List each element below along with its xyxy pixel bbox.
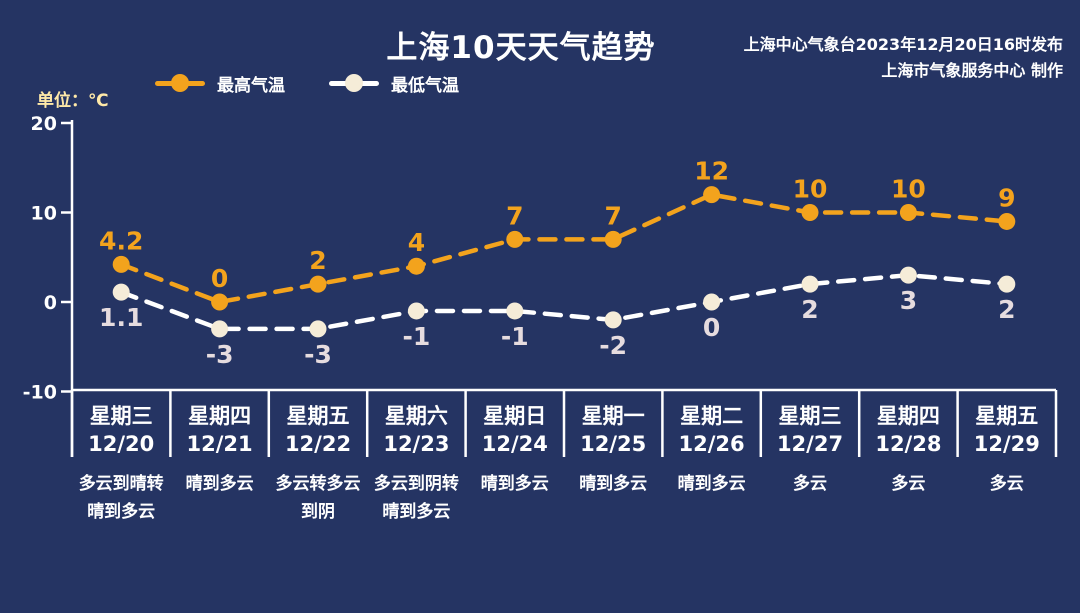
- temperature-value-label: 7: [506, 201, 523, 230]
- temperature-value-label: -2: [599, 331, 627, 360]
- temperature-point: [506, 302, 524, 320]
- temperature-value-label: 2: [998, 295, 1015, 324]
- temperature-point: [506, 230, 524, 248]
- y-axis-tick-label: 20: [31, 113, 57, 135]
- temperature-line: [118, 192, 1010, 305]
- temperature-point: [309, 320, 327, 338]
- temperature-value-label: 9: [998, 183, 1015, 212]
- weekday-label: 星期五: [287, 404, 350, 428]
- temperature-point: [703, 293, 721, 311]
- temperature-value-label: 2: [801, 295, 818, 324]
- date-label: 12/29: [974, 432, 1040, 456]
- publisher-line2: 上海市气象服务中心 制作: [881, 61, 1063, 80]
- publisher-line1: 上海中心气象台2023年12月20日16时发布: [743, 35, 1063, 54]
- date-label: 12/20: [88, 432, 154, 456]
- date-label: 12/28: [875, 432, 941, 456]
- high-temp-legend-marker: [155, 74, 205, 92]
- y-axis-tick-label: -10: [23, 382, 57, 404]
- weather-description: 晴到多云: [186, 473, 254, 494]
- temperature-point: [899, 266, 917, 284]
- weekday-label: 星期四: [188, 404, 251, 428]
- temperature-point: [211, 320, 229, 338]
- weekday-label: 星期日: [483, 404, 546, 428]
- temperature-point: [801, 275, 819, 293]
- weekday-label: 星期三: [779, 404, 842, 428]
- date-label: 12/23: [383, 432, 449, 456]
- temperature-value-label: -1: [501, 322, 529, 351]
- temperature-line: [118, 272, 1010, 332]
- publisher-info: 上海中心气象台2023年12月20日16时发布 上海市气象服务中心 制作: [744, 32, 1063, 84]
- high-temp-legend-dot-icon: [171, 74, 189, 92]
- temperature-point: [703, 186, 721, 204]
- temperature-point: [998, 275, 1016, 293]
- weekday-label: 星期五: [975, 404, 1038, 428]
- temperature-point: [998, 212, 1016, 230]
- temperature-point: [604, 311, 622, 329]
- temperature-point: [112, 283, 130, 301]
- temperature-point: [407, 257, 425, 275]
- temperature-value-label: 0: [211, 264, 228, 293]
- weather-description: 多云: [891, 473, 925, 494]
- weather-description: 多云到晴转: [79, 473, 164, 494]
- temperature-value-label: 10: [891, 175, 926, 204]
- weather-description: 到阴: [301, 502, 335, 522]
- chart-legend: 最高气温 最低气温: [155, 72, 491, 96]
- weekday-label: 星期六: [385, 404, 448, 428]
- unit-label: 单位：℃: [37, 91, 109, 111]
- weather-description: 多云转多云: [276, 473, 361, 494]
- weekday-label: 星期三: [90, 404, 153, 428]
- low-temp-legend-dot-icon: [345, 74, 363, 92]
- weather-description: 晴到多云: [87, 501, 155, 522]
- weekday-label: 星期一: [582, 404, 645, 428]
- temperature-value-label: 12: [694, 157, 729, 186]
- temperature-point: [899, 204, 917, 221]
- page-title: 上海10天天气趋势: [386, 30, 656, 66]
- date-label: 12/21: [187, 432, 253, 456]
- date-label: 12/24: [482, 432, 548, 456]
- temperature-value-label: 4: [408, 228, 425, 257]
- y-axis-tick-label: 10: [31, 203, 57, 225]
- temperature-value-label: -3: [304, 340, 332, 369]
- temperature-value-label: -1: [403, 322, 431, 351]
- temperature-value-label: 7: [604, 201, 621, 230]
- high-temp-legend-label: 最高气温: [217, 75, 285, 96]
- temperature-value-label: 4.2: [99, 226, 143, 255]
- temperature-value-label: 0: [703, 313, 720, 342]
- temperature-value-label: -3: [206, 340, 234, 369]
- date-label: 12/22: [285, 432, 351, 456]
- low-temp-legend-label: 最低气温: [391, 75, 459, 96]
- weekday-label: 星期四: [877, 404, 940, 428]
- temperature-value-label: 3: [900, 286, 917, 315]
- weather-description: 晴到多云: [382, 501, 450, 522]
- y-axis-tick-label: 0: [44, 292, 57, 314]
- weather-description: 多云: [990, 473, 1024, 494]
- temperature-point: [604, 230, 622, 248]
- temperature-point: [112, 255, 130, 273]
- temperature-point: [407, 302, 425, 320]
- weather-description: 晴到多云: [481, 473, 549, 494]
- temperature-value-label: 10: [793, 175, 828, 204]
- temperature-value-label: 2: [309, 246, 326, 275]
- temperature-point: [309, 275, 327, 293]
- weather-description: 晴到多云: [678, 473, 746, 494]
- temperature-point: [801, 204, 819, 221]
- weather-description: 晴到多云: [579, 473, 647, 494]
- temperature-point: [211, 293, 229, 311]
- weather-description: 多云: [793, 473, 827, 494]
- weather-description: 多云到阴转: [374, 473, 459, 494]
- weekday-label: 星期二: [680, 404, 743, 428]
- date-label: 12/25: [580, 432, 646, 456]
- low-temp-legend-marker: [329, 74, 379, 92]
- temperature-value-label: 1.1: [99, 303, 143, 332]
- date-label: 12/27: [777, 432, 843, 456]
- date-label: 12/26: [679, 432, 745, 456]
